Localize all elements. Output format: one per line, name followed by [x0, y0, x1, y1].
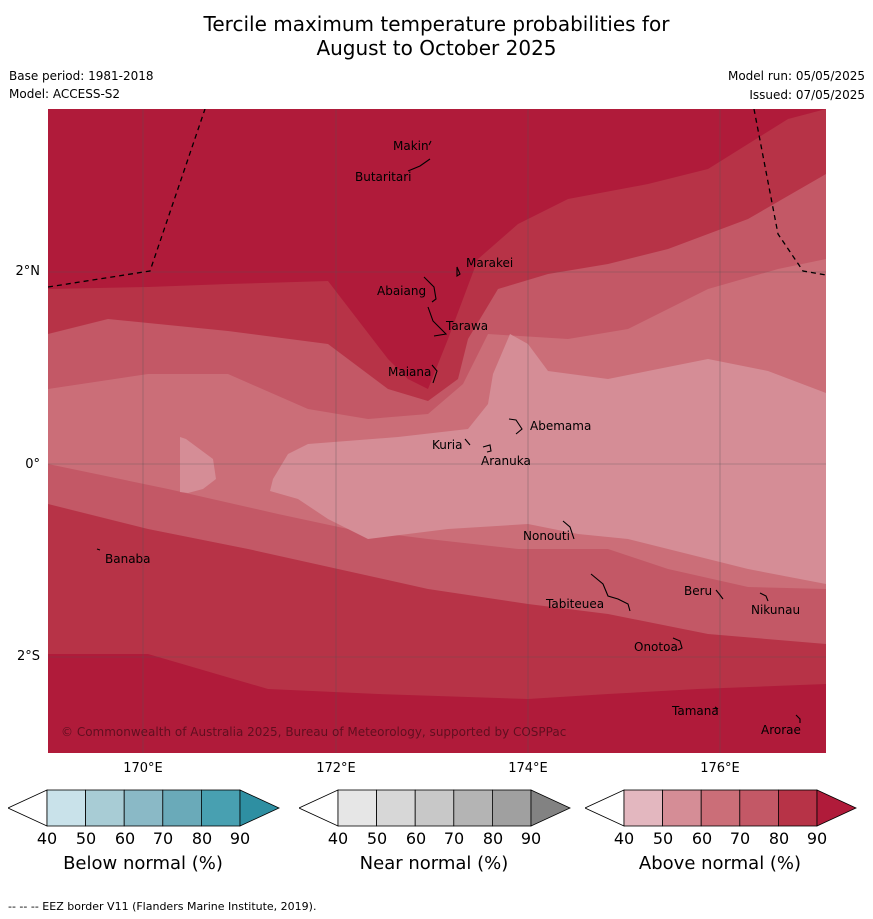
- cbar-below-under: [8, 789, 48, 827]
- atoll-abaiang: [423, 276, 437, 303]
- cbar-above-seg: [777, 789, 818, 827]
- cbar-near-over: [530, 789, 571, 827]
- cbar-above-tick: 90: [806, 829, 828, 848]
- title-line-1: Tercile maximum temperature probabilitie…: [203, 12, 670, 36]
- cbar-above-title: Above normal (%): [638, 853, 802, 874]
- atoll-onotoa: [672, 637, 683, 651]
- atoll-tabiteuea: [590, 573, 631, 612]
- model-run: Model run: 05/05/2025: [727, 69, 865, 83]
- place-label: Onotoa: [634, 640, 678, 654]
- atoll-nonouti: [562, 520, 575, 540]
- place-label: Nonouti: [523, 529, 570, 543]
- atoll-nikunau: [759, 592, 769, 602]
- atoll-abemama: [508, 418, 523, 435]
- atoll-aranuka: [482, 444, 492, 453]
- cbar-near-under: [299, 789, 339, 827]
- cbar-near-title: Near normal (%): [359, 853, 509, 874]
- base-period: Base period: 1981-2018: [9, 69, 154, 83]
- place-label: Abemama: [530, 419, 591, 433]
- cbar-above-tick: 60: [691, 829, 713, 848]
- place-label: Aranuka: [481, 454, 531, 468]
- colorbar-below-normal: [8, 789, 280, 827]
- place-label: Tabiteuea: [545, 597, 604, 611]
- lon-label-170e: 170°E: [123, 761, 163, 776]
- eez-border-east: [753, 109, 826, 276]
- atoll-banaba: [96, 548, 101, 551]
- band-50-west: [180, 437, 216, 493]
- cbar-below-seg: [85, 789, 125, 827]
- cbar-above-over: [816, 789, 857, 827]
- lat-label-0: 0°: [25, 457, 40, 472]
- issued-date: Issued: 07/05/2025: [749, 88, 865, 102]
- atoll-arorae: [795, 714, 801, 723]
- cbar-below-tick: 80: [191, 829, 213, 848]
- cbar-near-tick: 90: [520, 829, 542, 848]
- cbar-near-seg: [337, 789, 377, 827]
- place-label: Tarawa: [445, 319, 488, 333]
- place-label: Banaba: [105, 552, 151, 566]
- cbar-above-under: [585, 789, 625, 827]
- probability-map: Makin Butaritari Marakei Abaiang Tarawa …: [48, 109, 826, 753]
- place-label: Arorae: [761, 723, 801, 737]
- eez-border-west: [48, 109, 206, 288]
- cbar-below-tick: 60: [114, 829, 136, 848]
- cbar-below-tick: 70: [152, 829, 174, 848]
- atoll-marakei: [456, 266, 461, 278]
- cbar-above-tick: 70: [729, 829, 751, 848]
- lon-label-172e: 172°E: [316, 761, 356, 776]
- cbar-above-seg: [739, 789, 779, 827]
- lat-label-2s: 2°S: [16, 649, 40, 664]
- cbar-below-tick: 40: [36, 829, 58, 848]
- cbar-near-seg: [414, 789, 455, 827]
- atoll-tamana: [714, 706, 719, 710]
- copyright-text: © Commonwealth of Australia 2025, Bureau…: [61, 725, 566, 739]
- cbar-above-tick: 50: [652, 829, 674, 848]
- cbar-above-tick: 40: [613, 829, 635, 848]
- cbar-below-seg: [200, 789, 241, 827]
- cbar-near-tick: 40: [327, 829, 349, 848]
- cbar-near-seg: [453, 789, 493, 827]
- place-label: Tamana: [671, 704, 719, 718]
- atoll-maiana: [431, 364, 438, 384]
- lon-label-174e: 174°E: [508, 761, 548, 776]
- place-label: Beru: [684, 584, 712, 598]
- place-label: Nikunau: [751, 603, 800, 617]
- place-label: Kuria: [432, 438, 463, 452]
- cbar-near-tick: 80: [482, 829, 504, 848]
- atoll-tarawa: [427, 306, 448, 337]
- cbar-near-tick: 50: [366, 829, 388, 848]
- place-label: Maiana: [388, 365, 431, 379]
- colorbar-near-normal: [299, 789, 571, 827]
- title-line-2: August to October 2025: [316, 36, 557, 60]
- place-label: Butaritari: [355, 170, 412, 184]
- cbar-above-seg: [700, 789, 741, 827]
- cbar-near-seg: [491, 789, 532, 827]
- cbar-below-over: [239, 789, 280, 827]
- atoll-makin: [428, 140, 432, 146]
- atoll-butaritari: [407, 158, 431, 172]
- cbar-near-tick: 60: [405, 829, 427, 848]
- cbar-below-seg: [123, 789, 164, 827]
- cbar-near-seg: [376, 789, 416, 827]
- cbar-below-seg: [46, 789, 86, 827]
- cbar-near-tick: 70: [443, 829, 465, 848]
- place-label: Abaiang: [377, 284, 426, 298]
- colorbar-above-normal: [585, 789, 857, 827]
- atoll-kuria: [464, 438, 471, 446]
- cbar-above-seg: [662, 789, 702, 827]
- cbar-below-seg: [162, 789, 202, 827]
- lat-label-2n: 2°N: [15, 264, 41, 279]
- eez-footer-note: -- -- -- EEZ border V11 (Flanders Marine…: [8, 900, 317, 913]
- cbar-above-tick: 80: [768, 829, 790, 848]
- model-name: Model: ACCESS-S2: [9, 87, 121, 101]
- place-label: Makin: [393, 139, 429, 153]
- cbar-below-tick: 50: [75, 829, 97, 848]
- cbar-below-title: Below normal (%): [63, 853, 223, 874]
- band-50: [270, 334, 826, 584]
- cbar-below-tick: 90: [229, 829, 251, 848]
- cbar-above-seg: [623, 789, 663, 827]
- lon-label-176e: 176°E: [700, 761, 740, 776]
- atoll-beru: [715, 589, 724, 600]
- place-label: Marakei: [466, 256, 513, 270]
